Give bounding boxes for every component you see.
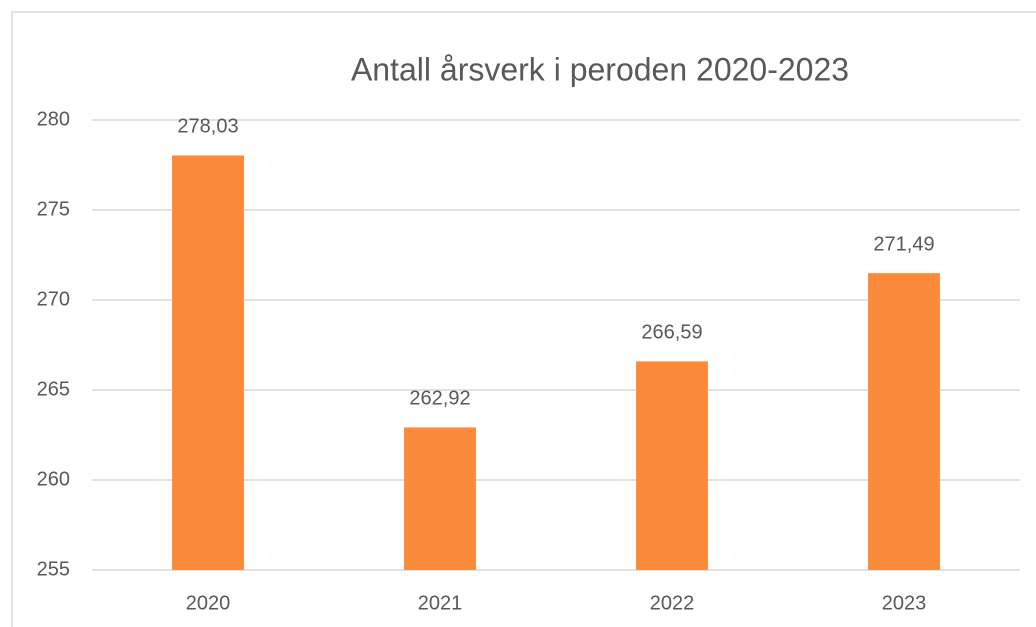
y-tick-label: 275: [37, 198, 70, 220]
x-tick-label: 2022: [650, 592, 695, 614]
value-label: 271,49: [873, 233, 934, 255]
x-tick-label: 2020: [186, 592, 231, 614]
x-tick-label: 2023: [882, 592, 927, 614]
chart-title: Antall årsverk i peroden 2020-2023: [351, 51, 849, 87]
y-tick-label: 280: [37, 108, 70, 130]
x-tick-label: 2021: [418, 592, 463, 614]
bar: [868, 273, 940, 570]
y-tick-label: 260: [37, 468, 70, 490]
y-tick-label: 265: [37, 378, 70, 400]
bar: [172, 155, 244, 570]
value-label: 278,03: [177, 116, 238, 138]
bar: [636, 361, 708, 570]
y-tick-label: 270: [37, 288, 70, 310]
value-label: 266,59: [641, 322, 702, 344]
y-tick-label: 255: [37, 558, 70, 580]
bar: [404, 427, 476, 570]
value-label: 262,92: [409, 388, 470, 410]
